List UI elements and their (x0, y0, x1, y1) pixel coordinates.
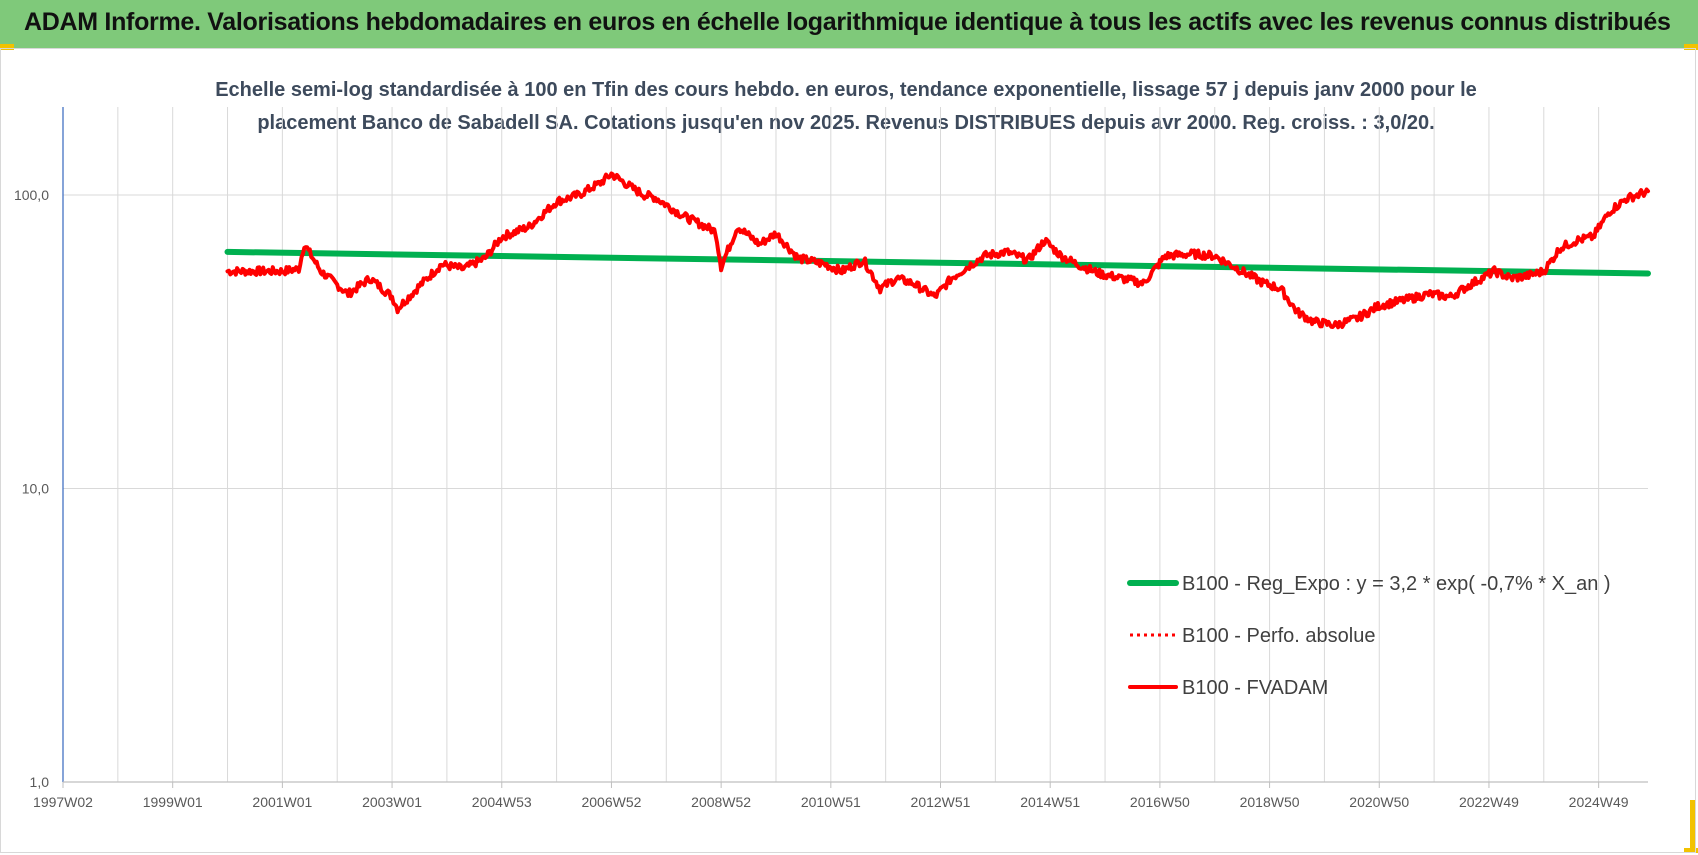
x-tick-label: 2010W51 (801, 794, 861, 810)
chart-frame (0, 48, 1696, 853)
series-layer (224, 171, 1651, 330)
x-tick-label: 2024W49 (1569, 794, 1629, 810)
gridlines (63, 107, 1648, 783)
chart-title-line-2: placement Banco de Sabadell SA. Cotation… (257, 112, 1434, 134)
chart-title-line-1: Echelle semi-log standardisée à 100 en T… (215, 79, 1477, 101)
axes (62, 107, 1648, 788)
x-tick-label: 2003W01 (362, 794, 422, 810)
x-tick-label: 1999W01 (143, 794, 203, 810)
y-tick-label: 100,0 (14, 187, 49, 203)
x-tick-label: 2006W52 (581, 794, 641, 810)
x-tick-label: 2008W52 (691, 794, 751, 810)
series-line-0 (224, 248, 1651, 277)
legend: B100 - Reg_Expo : y = 3,2 * exp( -0,7% *… (1127, 573, 1611, 699)
corner-marker-bottom-right (1690, 800, 1696, 853)
corner-marker-bottom-right-base (1684, 848, 1698, 853)
tick-labels: 1,0 10,0 100,0 1997W02 1999W01 2001W01 2003W01… (14, 187, 1629, 810)
legend-label-2: B100 - FVADAM (1182, 677, 1328, 699)
corner-marker-top-left (0, 44, 14, 50)
page-title: ADAM Informe. Valorisations hebdomadaire… (24, 8, 1671, 36)
x-tick-label: 1997W02 (33, 794, 93, 810)
x-tick-label: 2014W51 (1020, 794, 1080, 810)
x-tick-label: 2020W50 (1349, 794, 1409, 810)
x-tick-label: 2001W01 (252, 794, 312, 810)
legend-label-1: B100 - Perfo. absolue (1182, 625, 1375, 647)
x-tick-label: 2016W50 (1130, 794, 1190, 810)
x-tick-label: 2012W51 (911, 794, 971, 810)
y-tick-label: 1,0 (30, 774, 50, 790)
legend-label-0: B100 - Reg_Expo : y = 3,2 * exp( -0,7% *… (1182, 573, 1611, 595)
x-tick-label: 2018W50 (1240, 794, 1300, 810)
corner-marker-top-right (1684, 44, 1698, 50)
x-tick-label: 2004W53 (472, 794, 532, 810)
x-tick-label: 2022W49 (1459, 794, 1519, 810)
y-tick-label: 10,0 (22, 481, 49, 497)
title-banner: ADAM Informe. Valorisations hebdomadaire… (0, 0, 1698, 48)
series-line-2 (225, 171, 1650, 330)
